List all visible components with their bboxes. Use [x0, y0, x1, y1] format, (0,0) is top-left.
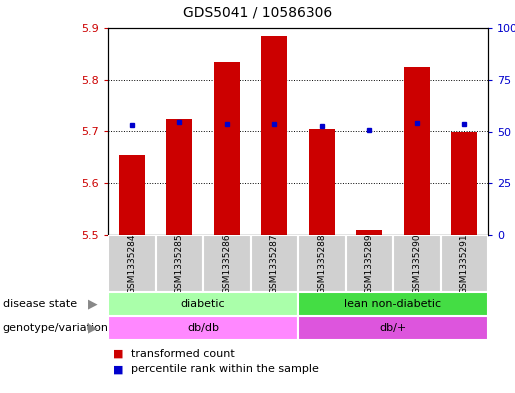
Bar [250, 235, 298, 292]
Text: GSM1335286: GSM1335286 [222, 233, 231, 294]
Text: GDS5041 / 10586306: GDS5041 / 10586306 [183, 6, 332, 20]
Bar [156, 235, 203, 292]
Text: percentile rank within the sample: percentile rank within the sample [131, 364, 319, 375]
Text: transformed count: transformed count [131, 349, 235, 359]
Text: db/+: db/+ [380, 323, 407, 333]
Bar [393, 235, 440, 292]
Bar [261, 36, 287, 235]
Bar [346, 235, 393, 292]
Bar [298, 316, 488, 340]
Text: lean non-diabetic: lean non-diabetic [345, 299, 441, 309]
Text: ■: ■ [113, 349, 124, 359]
Text: GSM1335290: GSM1335290 [412, 233, 421, 294]
Bar [356, 230, 382, 235]
Text: genotype/variation: genotype/variation [3, 323, 109, 333]
Bar [308, 129, 335, 235]
Bar [108, 235, 156, 292]
Text: GSM1335291: GSM1335291 [460, 233, 469, 294]
Text: GSM1335289: GSM1335289 [365, 233, 374, 294]
Bar [203, 235, 250, 292]
Bar [440, 235, 488, 292]
Text: db/db: db/db [187, 323, 219, 333]
Text: GSM1335288: GSM1335288 [317, 233, 326, 294]
Text: ▶: ▶ [88, 298, 98, 310]
Bar [108, 292, 298, 316]
Bar [298, 235, 346, 292]
Text: diabetic: diabetic [181, 299, 226, 309]
Bar [166, 119, 192, 235]
Text: GSM1335284: GSM1335284 [127, 233, 136, 294]
Text: GSM1335285: GSM1335285 [175, 233, 184, 294]
Text: GSM1335287: GSM1335287 [270, 233, 279, 294]
Text: disease state: disease state [3, 299, 77, 309]
Bar [298, 292, 488, 316]
Text: ▶: ▶ [88, 321, 98, 334]
Bar [118, 155, 145, 235]
Bar [108, 316, 298, 340]
Text: ■: ■ [113, 364, 124, 375]
Bar [404, 67, 430, 235]
Bar [451, 132, 477, 235]
Bar [214, 62, 240, 235]
